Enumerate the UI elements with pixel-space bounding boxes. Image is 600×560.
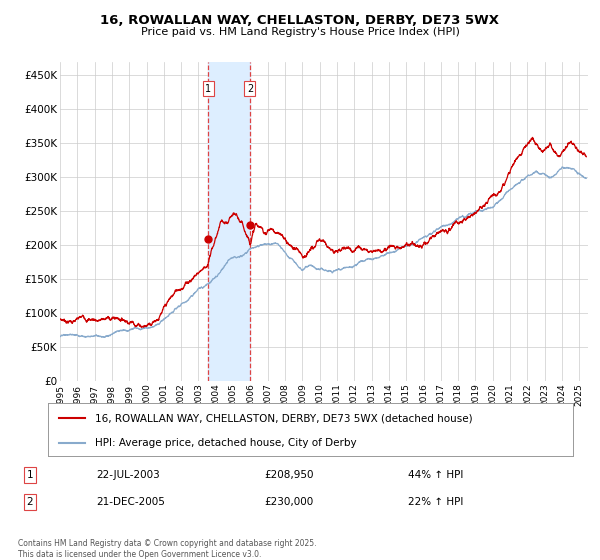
- Text: £230,000: £230,000: [264, 497, 313, 507]
- Text: 1: 1: [26, 470, 34, 480]
- Text: 22% ↑ HPI: 22% ↑ HPI: [408, 497, 463, 507]
- Text: 2: 2: [247, 84, 253, 94]
- Text: 22-JUL-2003: 22-JUL-2003: [96, 470, 160, 480]
- Point: [245, 220, 255, 229]
- Text: £208,950: £208,950: [264, 470, 314, 480]
- Text: 2: 2: [26, 497, 34, 507]
- Text: Price paid vs. HM Land Registry's House Price Index (HPI): Price paid vs. HM Land Registry's House …: [140, 27, 460, 37]
- Text: 16, ROWALLAN WAY, CHELLASTON, DERBY, DE73 5WX (detached house): 16, ROWALLAN WAY, CHELLASTON, DERBY, DE7…: [95, 413, 473, 423]
- Text: HPI: Average price, detached house, City of Derby: HPI: Average price, detached house, City…: [95, 438, 357, 448]
- Bar: [208, 62, 250, 381]
- Text: Contains HM Land Registry data © Crown copyright and database right 2025.
This d: Contains HM Land Registry data © Crown c…: [18, 539, 317, 559]
- Text: 16, ROWALLAN WAY, CHELLASTON, DERBY, DE73 5WX: 16, ROWALLAN WAY, CHELLASTON, DERBY, DE7…: [101, 14, 499, 27]
- Text: 1: 1: [205, 84, 211, 94]
- Text: 21-DEC-2005: 21-DEC-2005: [96, 497, 165, 507]
- Text: 44% ↑ HPI: 44% ↑ HPI: [408, 470, 463, 480]
- Point: [203, 235, 213, 244]
